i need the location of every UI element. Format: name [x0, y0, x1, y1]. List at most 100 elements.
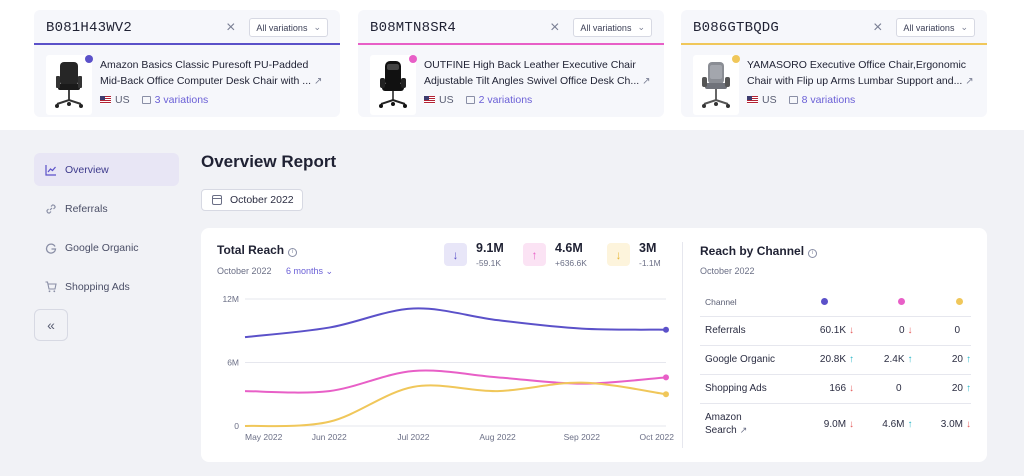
table-row: Amazon Search ↗ 9.0M ↓ 4.6M ↑ 3.0M ↓ [700, 403, 971, 445]
variation-select[interactable]: All variations ⌄ [249, 18, 328, 37]
sidebar-item-google-organic[interactable]: Google Organic [34, 231, 179, 264]
arrow-up-icon: ↑ [907, 354, 913, 365]
date-picker[interactable]: October 2022 [201, 189, 303, 211]
product-title[interactable]: YAMASORO Executive Office Chair,Ergonomi… [747, 57, 975, 90]
clear-icon[interactable]: × [226, 18, 236, 36]
x-tick-label: Oct 2022 [640, 432, 675, 442]
product-color-dot [821, 298, 829, 306]
asin-input-row[interactable]: B086GTBQDG × All variations ⌄ [681, 10, 987, 45]
y-tick-label: 12M [222, 294, 239, 304]
channel-name: Referrals [700, 316, 788, 346]
chevron-down-icon: ⌄ [325, 266, 334, 276]
series-line-1[interactable] [244, 307, 667, 339]
product-title[interactable]: OUTFINE High Back Leather Executive Chai… [424, 57, 652, 90]
product-color-dot [85, 55, 93, 63]
chevron-down-icon: ⌄ [313, 22, 321, 32]
variation-select-label: All variations [580, 22, 632, 33]
asin-input-row[interactable]: B081H43WV2 × All variations ⌄ [34, 10, 340, 45]
y-tick-label: 0 [234, 421, 239, 431]
sidebar-item-referrals[interactable]: Referrals [34, 192, 179, 225]
channel-value: 2.4K [883, 354, 905, 365]
asin-input[interactable]: B08MTN8SR4 [370, 19, 457, 36]
clear-icon[interactable]: × [550, 18, 560, 36]
table-row: Shopping Ads 166 ↓ 0 20 ↑ [700, 374, 971, 404]
x-tick-label: May 2022 [245, 432, 283, 442]
series-endpoint[interactable] [663, 374, 669, 381]
kpi-product-3: ↓ 3M -1.1M [607, 241, 661, 268]
product-color-dot [897, 298, 905, 306]
reach-by-channel-title: Reach by Channel i [700, 244, 818, 258]
product-color-underline [681, 43, 987, 45]
variations-link[interactable]: 2 variations [465, 94, 533, 106]
product-color-underline [34, 43, 340, 45]
kpi-delta: -59.1K [476, 258, 502, 268]
series-endpoint[interactable] [663, 391, 669, 398]
arrow-down-icon: ↓ [444, 243, 467, 266]
channel-name: Search [705, 425, 737, 437]
kpi-value: 4.6M [555, 241, 583, 255]
product-card: B081H43WV2 × All variations ⌄ Amazon Basi… [34, 10, 340, 117]
channel-value: 0 [895, 383, 902, 394]
google-icon [45, 242, 57, 254]
product-card: B086GTBQDG × All variations ⌄ YAMASORO Ex… [681, 10, 987, 117]
asin-input-row[interactable]: B08MTN8SR4 × All variations ⌄ [358, 10, 664, 45]
range-select-label: 6 months [286, 266, 324, 276]
sidebar: Overview Referrals Google Organic Shoppi… [34, 153, 179, 309]
series-line-2[interactable] [244, 369, 667, 394]
external-link-icon[interactable]: ↗ [739, 425, 748, 436]
us-flag-icon [747, 96, 758, 104]
clear-icon[interactable]: × [873, 18, 883, 36]
table-row: Referrals 60.1K ↓ 0 ↓ 0 [700, 316, 971, 346]
variation-select[interactable]: All variations ⌄ [573, 18, 652, 37]
table-row: Google Organic 20.8K ↑ 2.4K ↑ 20 ↑ [700, 345, 971, 375]
chart-line-icon [45, 164, 57, 176]
range-select[interactable]: 6 months ⌄ [286, 266, 333, 277]
total-reach-title-text: Total Reach [217, 243, 285, 257]
variations-link[interactable]: 8 variations [788, 94, 855, 106]
cart-icon [45, 280, 57, 293]
sidebar-item-overview[interactable]: Overview [34, 153, 179, 186]
column-header-product-1 [788, 289, 855, 317]
sidebar-item-label: Google Organic [65, 241, 139, 254]
variations-label: 2 variations [478, 94, 533, 106]
asin-input[interactable]: B081H43WV2 [46, 19, 133, 36]
arrow-down-icon: ↓ [849, 383, 855, 394]
variations-label: 3 variations [154, 94, 209, 106]
kpi-product-2: ↑ 4.6M +636.6K [523, 241, 587, 268]
marketplace-label: US [762, 94, 777, 106]
variation-select[interactable]: All variations ⌄ [896, 18, 975, 37]
product-image[interactable] [693, 55, 739, 115]
channel-value: 20 [951, 354, 963, 365]
variations-link[interactable]: 3 variations [141, 94, 209, 106]
product-image[interactable] [370, 55, 416, 115]
product-card: B08MTN8SR4 × All variations ⌄ OUTFINE Hig… [358, 10, 664, 117]
asin-input[interactable]: B086GTBQDG [693, 19, 780, 36]
channel-name-link[interactable]: Amazon Search ↗ [700, 403, 788, 445]
kpi-value: 3M [639, 241, 657, 255]
collapse-sidebar-button[interactable]: « [34, 309, 68, 341]
total-reach-title: Total Reach i [217, 243, 298, 257]
arrow-down-icon: ↓ [907, 325, 913, 336]
info-icon[interactable]: i [808, 249, 818, 258]
product-image[interactable] [46, 55, 92, 115]
product-title-line: Chair with Flip up Arms Lumbar Support a… [747, 75, 963, 87]
info-icon[interactable]: i [288, 248, 298, 257]
product-color-underline [358, 43, 664, 45]
external-link-icon[interactable]: ↗ [313, 76, 323, 87]
product-title[interactable]: Amazon Basics Classic Puresoft PU-Padded… [100, 57, 328, 90]
sidebar-item-label: Shopping Ads [65, 280, 130, 293]
channel-name: Google Organic [700, 345, 788, 375]
variations-icon [788, 96, 798, 104]
product-color-dot [409, 55, 417, 63]
external-link-icon[interactable]: ↗ [642, 76, 651, 87]
variation-select-label: All variations [903, 22, 955, 33]
series-line-3[interactable] [244, 381, 667, 428]
external-link-icon[interactable]: ↗ [965, 76, 974, 87]
channel-value: 20.8K [819, 354, 847, 365]
product-meta: US 3 variations [100, 94, 208, 106]
sidebar-item-shopping-ads[interactable]: Shopping Ads [34, 270, 179, 303]
link-icon [45, 203, 57, 215]
arrow-up-icon: ↑ [907, 418, 913, 430]
series-endpoint[interactable] [663, 326, 669, 333]
calendar-icon [212, 195, 222, 205]
